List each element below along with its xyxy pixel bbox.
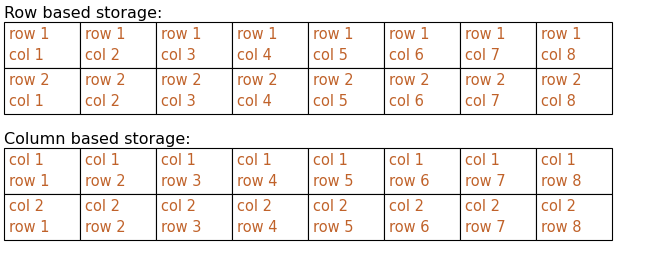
Bar bbox=[232, 194, 308, 240]
Text: row 2: row 2 bbox=[161, 73, 201, 88]
Text: row 5: row 5 bbox=[313, 220, 353, 235]
Text: col 1: col 1 bbox=[541, 153, 576, 168]
Bar bbox=[460, 194, 536, 240]
Bar bbox=[80, 68, 156, 114]
Text: col 1: col 1 bbox=[313, 153, 348, 168]
Text: col 2: col 2 bbox=[465, 199, 500, 214]
Text: col 8: col 8 bbox=[541, 94, 576, 109]
Bar bbox=[460, 22, 536, 68]
Bar bbox=[536, 148, 612, 194]
Text: row 3: row 3 bbox=[161, 174, 201, 189]
Text: row 1: row 1 bbox=[85, 27, 125, 42]
Text: row 7: row 7 bbox=[465, 220, 505, 235]
Text: col 2: col 2 bbox=[85, 199, 120, 214]
Text: row 8: row 8 bbox=[541, 174, 582, 189]
Text: row 1: row 1 bbox=[389, 27, 430, 42]
Text: col 2: col 2 bbox=[9, 199, 44, 214]
Text: col 1: col 1 bbox=[85, 153, 120, 168]
Bar bbox=[460, 148, 536, 194]
Text: row 2: row 2 bbox=[85, 174, 126, 189]
Text: col 6: col 6 bbox=[389, 48, 424, 63]
Text: col 2: col 2 bbox=[85, 94, 120, 109]
Bar bbox=[232, 68, 308, 114]
Text: col 1: col 1 bbox=[9, 153, 44, 168]
Text: col 1: col 1 bbox=[237, 153, 272, 168]
Bar bbox=[460, 68, 536, 114]
Text: row 2: row 2 bbox=[85, 73, 126, 88]
Text: col 1: col 1 bbox=[9, 48, 44, 63]
Text: col 5: col 5 bbox=[313, 94, 348, 109]
Bar bbox=[384, 22, 460, 68]
Text: Column based storage:: Column based storage: bbox=[4, 132, 190, 147]
Text: row 1: row 1 bbox=[237, 27, 278, 42]
Text: row 6: row 6 bbox=[389, 174, 430, 189]
Bar bbox=[156, 148, 232, 194]
Text: col 1: col 1 bbox=[389, 153, 424, 168]
Text: col 4: col 4 bbox=[237, 48, 272, 63]
Bar bbox=[232, 22, 308, 68]
Text: col 4: col 4 bbox=[237, 94, 272, 109]
Text: row 4: row 4 bbox=[237, 174, 278, 189]
Text: row 5: row 5 bbox=[313, 174, 353, 189]
Bar bbox=[156, 68, 232, 114]
Text: row 1: row 1 bbox=[465, 27, 505, 42]
Text: col 7: col 7 bbox=[465, 94, 500, 109]
Bar bbox=[4, 22, 80, 68]
Bar bbox=[384, 68, 460, 114]
Text: col 2: col 2 bbox=[541, 199, 576, 214]
Text: col 3: col 3 bbox=[161, 48, 196, 63]
Text: col 7: col 7 bbox=[465, 48, 500, 63]
Text: col 2: col 2 bbox=[161, 199, 196, 214]
Bar bbox=[384, 194, 460, 240]
Bar bbox=[308, 68, 384, 114]
Text: col 2: col 2 bbox=[85, 48, 120, 63]
Text: row 2: row 2 bbox=[237, 73, 278, 88]
Bar bbox=[308, 148, 384, 194]
Text: col 8: col 8 bbox=[541, 48, 576, 63]
Bar bbox=[80, 194, 156, 240]
Bar bbox=[4, 194, 80, 240]
Text: col 2: col 2 bbox=[313, 199, 348, 214]
Bar bbox=[80, 148, 156, 194]
Bar bbox=[80, 22, 156, 68]
Text: row 7: row 7 bbox=[465, 174, 505, 189]
Text: col 5: col 5 bbox=[313, 48, 348, 63]
Bar bbox=[536, 22, 612, 68]
Text: col 3: col 3 bbox=[161, 94, 196, 109]
Text: row 1: row 1 bbox=[541, 27, 582, 42]
Text: row 3: row 3 bbox=[161, 220, 201, 235]
Bar bbox=[156, 22, 232, 68]
Text: row 1: row 1 bbox=[9, 220, 50, 235]
Text: col 1: col 1 bbox=[9, 94, 44, 109]
Text: row 2: row 2 bbox=[465, 73, 505, 88]
Bar bbox=[4, 148, 80, 194]
Text: col 2: col 2 bbox=[389, 199, 424, 214]
Text: row 2: row 2 bbox=[9, 73, 50, 88]
Text: col 2: col 2 bbox=[237, 199, 272, 214]
Text: row 8: row 8 bbox=[541, 220, 582, 235]
Text: row 2: row 2 bbox=[389, 73, 430, 88]
Text: row 6: row 6 bbox=[389, 220, 430, 235]
Text: row 2: row 2 bbox=[313, 73, 353, 88]
Text: row 1: row 1 bbox=[161, 27, 201, 42]
Bar bbox=[536, 194, 612, 240]
Bar bbox=[308, 22, 384, 68]
Text: Row based storage:: Row based storage: bbox=[4, 6, 162, 21]
Text: col 6: col 6 bbox=[389, 94, 424, 109]
Bar bbox=[384, 148, 460, 194]
Text: col 1: col 1 bbox=[465, 153, 500, 168]
Bar bbox=[536, 68, 612, 114]
Bar bbox=[4, 68, 80, 114]
Text: row 2: row 2 bbox=[85, 220, 126, 235]
Text: col 1: col 1 bbox=[161, 153, 196, 168]
Text: row 4: row 4 bbox=[237, 220, 278, 235]
Bar bbox=[232, 148, 308, 194]
Text: row 2: row 2 bbox=[541, 73, 582, 88]
Text: row 1: row 1 bbox=[9, 174, 50, 189]
Bar bbox=[308, 194, 384, 240]
Text: row 1: row 1 bbox=[9, 27, 50, 42]
Text: row 1: row 1 bbox=[313, 27, 353, 42]
Bar bbox=[156, 194, 232, 240]
